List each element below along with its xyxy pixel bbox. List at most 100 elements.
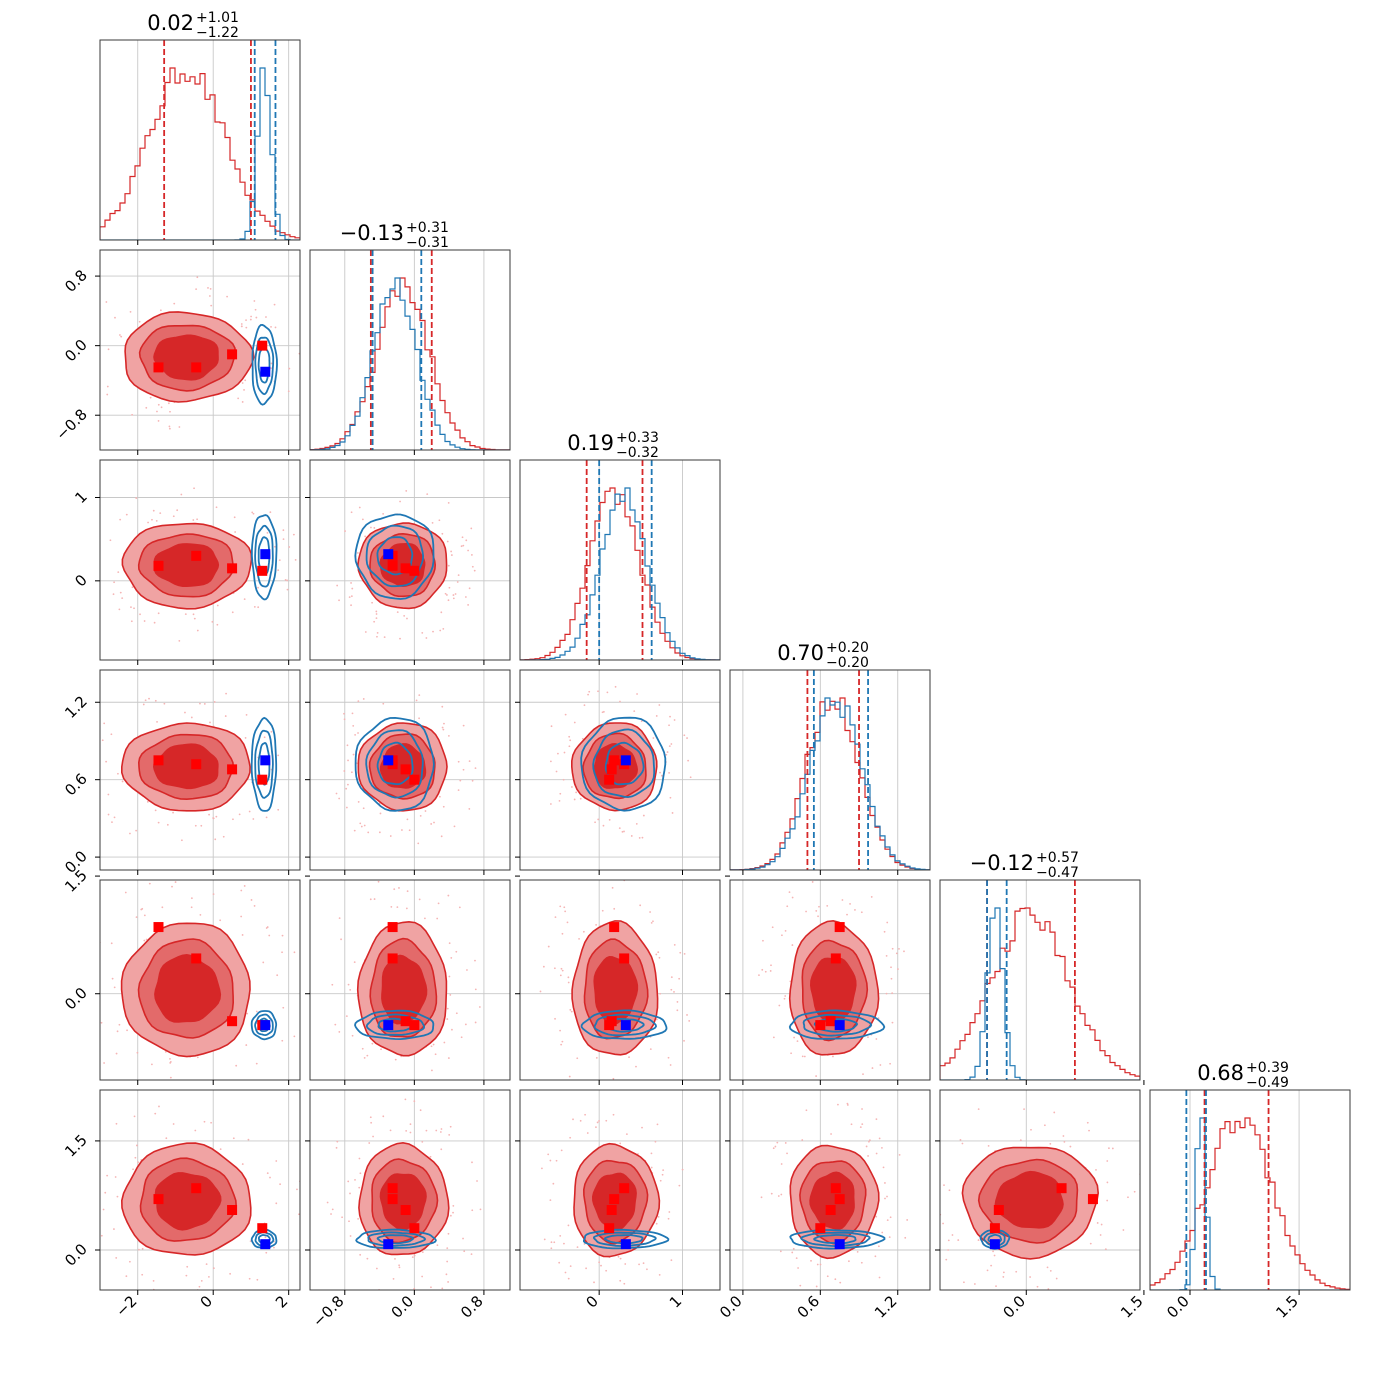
sample-point — [150, 1063, 153, 1066]
sample-point — [549, 1159, 552, 1162]
sample-point — [761, 968, 764, 971]
sample-point — [359, 822, 362, 825]
sample-point — [244, 737, 247, 739]
sample-point — [357, 732, 359, 734]
sample-point — [1069, 1145, 1072, 1148]
sample-point — [583, 704, 586, 707]
sample-point — [398, 887, 400, 889]
sample-point — [452, 1204, 455, 1207]
sample-point — [113, 581, 116, 584]
sample-point — [689, 776, 692, 779]
sample-point — [356, 552, 359, 554]
sample-point — [579, 1119, 582, 1122]
sample-point — [382, 1115, 385, 1118]
sample-point — [849, 903, 851, 905]
sample-point — [447, 894, 450, 897]
sample-point — [554, 916, 557, 919]
sample-point — [251, 511, 254, 514]
sample-point — [564, 713, 567, 716]
sample-point — [196, 518, 199, 521]
sample-point — [153, 621, 156, 624]
histogram-blue — [520, 487, 720, 660]
sample-point — [923, 1247, 925, 1249]
sample-point — [860, 911, 863, 914]
sample-point — [441, 1287, 444, 1290]
sample-point — [446, 1018, 449, 1020]
red-marker — [191, 550, 202, 561]
sample-point — [196, 276, 199, 279]
sample-point — [375, 613, 378, 615]
sample-point — [338, 1031, 341, 1033]
sample-point — [448, 1133, 451, 1136]
sample-point — [801, 1055, 804, 1058]
sample-point — [277, 808, 280, 811]
title-minus: −0.47 — [1036, 865, 1079, 881]
sample-point — [772, 1036, 775, 1039]
title-value: 0.19 — [567, 431, 614, 455]
sample-point — [479, 1208, 482, 1211]
sample-point — [119, 334, 121, 336]
sample-point — [784, 995, 787, 997]
sample-point — [470, 527, 473, 530]
sample-point — [270, 362, 273, 365]
sample-point — [470, 1253, 473, 1255]
sample-point — [282, 529, 285, 532]
sample-point — [824, 1081, 826, 1083]
sample-point — [111, 977, 114, 980]
contour-blue — [251, 323, 278, 406]
panel-content — [520, 1090, 720, 1290]
sample-point — [467, 549, 470, 552]
sample-point — [345, 806, 348, 809]
sample-point — [468, 587, 471, 590]
sample-point — [257, 606, 260, 609]
sample-point — [436, 917, 439, 920]
sample-point — [273, 303, 276, 306]
red-marker — [604, 1223, 615, 1234]
sample-point — [619, 1142, 622, 1145]
sample-point — [575, 791, 578, 794]
sample-point — [249, 318, 252, 321]
sample-point — [826, 904, 829, 907]
sample-point — [430, 1286, 432, 1289]
red-marker — [609, 1194, 620, 1205]
sample-point — [673, 719, 676, 721]
red-marker — [1056, 1183, 1067, 1194]
contour-red-inner — [154, 953, 222, 1023]
sample-point — [351, 1034, 354, 1037]
sample-point — [415, 699, 418, 702]
sample-point — [184, 711, 186, 714]
sample-point — [143, 914, 146, 917]
red-marker — [400, 1205, 411, 1215]
sample-point — [860, 1261, 863, 1264]
sample-point — [547, 945, 550, 948]
sample-point — [871, 1067, 874, 1069]
sample-point — [608, 818, 611, 821]
sample-point — [446, 1007, 449, 1010]
sample-point — [115, 1122, 118, 1125]
sample-point — [818, 905, 820, 908]
sample-point — [110, 733, 113, 736]
panel-frame — [729, 669, 931, 871]
sample-point — [446, 594, 448, 596]
sample-point — [678, 977, 681, 980]
sample-point — [343, 718, 346, 721]
sample-point — [630, 835, 633, 837]
sample-point — [937, 1223, 939, 1225]
sample-point — [686, 737, 688, 739]
title-minus: −0.49 — [1246, 1075, 1289, 1091]
sample-point — [105, 301, 108, 303]
sample-point — [262, 961, 265, 964]
sample-point — [861, 1108, 863, 1110]
sample-point — [136, 1051, 139, 1054]
sample-point — [100, 1021, 103, 1024]
sample-point — [595, 1056, 598, 1059]
histogram-red — [520, 487, 720, 660]
sample-point — [670, 743, 673, 745]
sample-point — [293, 1035, 296, 1038]
sample-point — [417, 842, 420, 845]
sample-point — [868, 1140, 870, 1143]
sample-point — [331, 1208, 334, 1211]
sample-point — [413, 1287, 416, 1290]
sample-point — [670, 976, 673, 979]
sample-point — [440, 611, 443, 614]
